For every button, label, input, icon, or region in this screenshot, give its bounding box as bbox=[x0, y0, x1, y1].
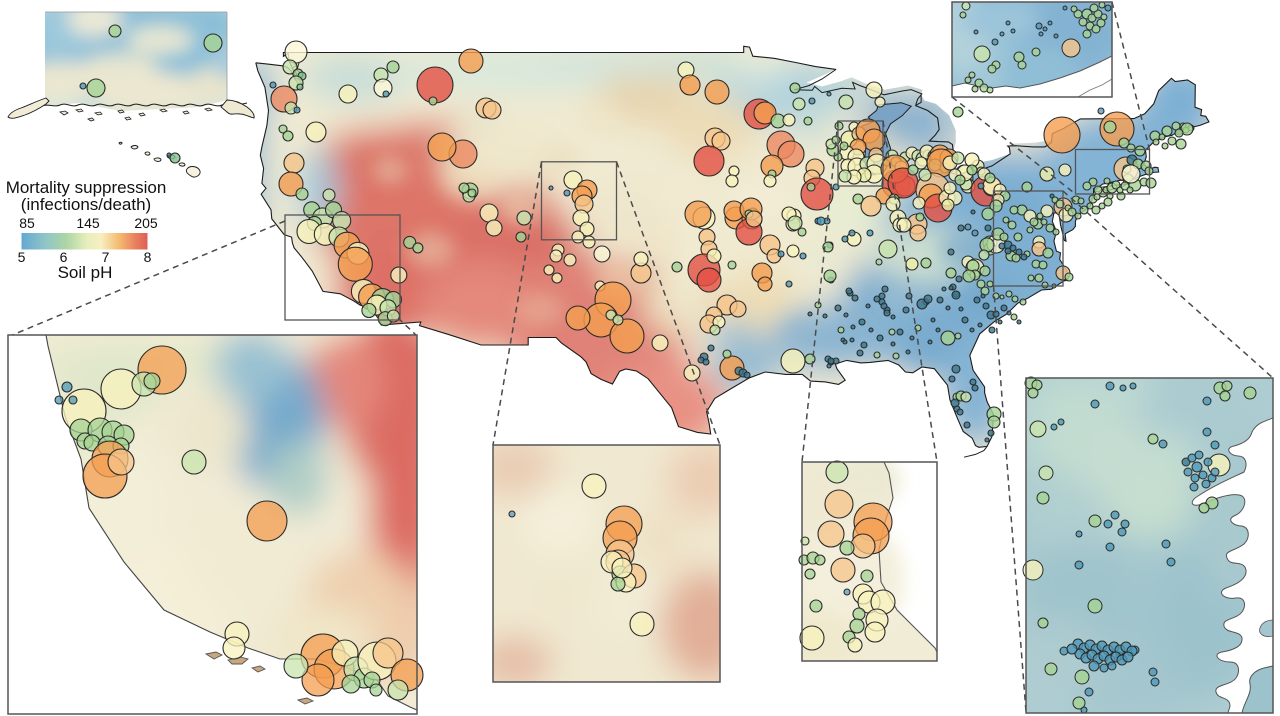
svg-text:6: 6 bbox=[60, 249, 68, 265]
svg-text:Mortality suppression: Mortality suppression bbox=[6, 178, 167, 197]
svg-text:5: 5 bbox=[18, 249, 26, 265]
svg-text:8: 8 bbox=[144, 249, 152, 265]
svg-text:Soil pH: Soil pH bbox=[58, 263, 113, 282]
svg-text:145: 145 bbox=[76, 215, 100, 231]
svg-text:(infections/death): (infections/death) bbox=[21, 195, 151, 214]
svg-text:205: 205 bbox=[134, 215, 158, 231]
svg-text:85: 85 bbox=[19, 215, 35, 231]
svg-text:7: 7 bbox=[102, 249, 110, 265]
